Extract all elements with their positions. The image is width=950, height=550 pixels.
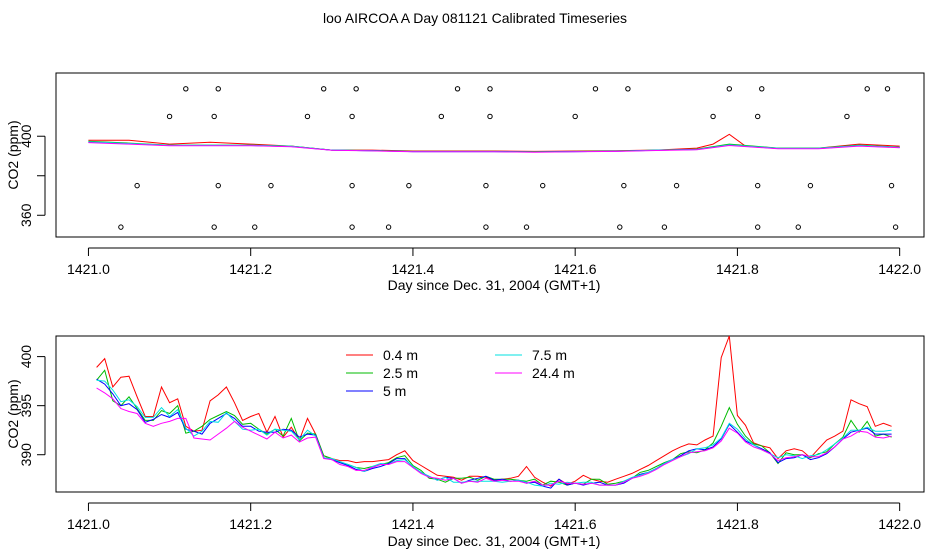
data-marker xyxy=(268,182,274,189)
series-line-4 xyxy=(88,142,900,153)
series-line-3 xyxy=(88,141,900,153)
data-marker xyxy=(888,182,895,189)
bottom-panel: 1421.0 1421.2 1421.4 1421.6 1421.8 1422.0 Day … xyxy=(5,335,925,549)
data-marker xyxy=(884,86,891,92)
data-marker xyxy=(454,86,461,92)
plot-frame xyxy=(55,335,925,493)
x-tick-label: 1421.8 xyxy=(716,261,759,277)
x-tick-label: 1421.0 xyxy=(67,261,110,277)
series-line-0-4-m xyxy=(96,336,892,487)
legend-label: 7.5 m xyxy=(532,347,567,363)
x-tick-label: 1421.2 xyxy=(229,516,272,532)
y-tick-label: 360 xyxy=(18,203,34,227)
x-tick-label: 1421.8 xyxy=(716,516,759,532)
x-tick-label: 1421.6 xyxy=(554,261,597,277)
plot-frame xyxy=(55,72,925,238)
data-marker xyxy=(795,224,801,230)
data-marker xyxy=(349,113,355,120)
series-line-2-5-m xyxy=(96,369,892,486)
data-marker xyxy=(755,224,761,230)
data-marker xyxy=(755,113,761,120)
data-marker xyxy=(572,113,578,120)
data-marker xyxy=(211,224,217,230)
data-marker xyxy=(617,224,623,230)
legend-label: 0.4 m xyxy=(383,347,418,363)
data-marker xyxy=(483,182,489,189)
data-marker xyxy=(183,86,189,92)
data-marker xyxy=(211,113,217,120)
data-marker xyxy=(487,113,493,120)
data-marker xyxy=(592,86,599,92)
legend-label: 24.4 m xyxy=(532,365,575,381)
data-marker xyxy=(673,182,680,189)
data-marker xyxy=(755,182,761,189)
data-marker xyxy=(304,113,311,120)
legend-label: 5 m xyxy=(383,383,406,399)
data-marker xyxy=(438,113,445,120)
x-tick-label: 1421.0 xyxy=(67,516,110,532)
data-marker xyxy=(621,182,627,189)
x-tick-label: 1421.2 xyxy=(229,261,272,277)
data-marker xyxy=(661,224,668,230)
x-tick-label: 1421.4 xyxy=(392,516,435,532)
data-marker xyxy=(807,182,814,189)
data-marker xyxy=(118,224,124,230)
data-marker xyxy=(406,182,412,189)
y-tick-label: 390 xyxy=(18,443,34,467)
data-marker xyxy=(215,86,221,92)
y-tick-label: 395 xyxy=(18,394,34,418)
x-axis-label: Day since Dec. 31, 2004 (GMT+1) xyxy=(388,533,601,549)
data-marker xyxy=(726,86,733,92)
y-axis-label: CO2 (ppm) xyxy=(5,120,21,189)
data-marker xyxy=(540,182,546,189)
data-marker xyxy=(844,113,850,120)
y-tick-label: 400 xyxy=(18,124,34,148)
data-marker xyxy=(487,86,493,92)
x-tick-label: 1421.6 xyxy=(554,516,597,532)
data-marker xyxy=(483,224,489,230)
data-marker xyxy=(892,224,899,230)
data-marker xyxy=(523,224,530,230)
data-marker xyxy=(385,224,392,230)
page-title: loo AIRCOA A Day 081121 Calibrated Times… xyxy=(322,10,627,26)
legend: 0.4 m 2.5 m 5 m 7.5 m 24.4 m xyxy=(346,347,575,399)
y-axis-label: CO2 (ppm) xyxy=(5,379,21,448)
series-line-1 xyxy=(88,140,900,153)
data-marker xyxy=(215,182,221,189)
series-line-24-4-m xyxy=(96,387,892,486)
data-marker xyxy=(166,113,173,120)
data-marker xyxy=(349,182,355,189)
data-marker xyxy=(625,86,631,92)
y-tick-label: 400 xyxy=(18,345,34,369)
data-marker xyxy=(252,224,258,230)
data-marker xyxy=(759,86,765,92)
data-marker xyxy=(710,113,716,120)
marker-group xyxy=(118,86,899,230)
legend-label: 2.5 m xyxy=(383,365,418,381)
x-tick-label: 1421.4 xyxy=(392,261,435,277)
x-tick-label: 1422.0 xyxy=(878,516,921,532)
data-marker xyxy=(134,182,140,189)
data-marker xyxy=(864,86,870,92)
data-marker xyxy=(349,224,355,230)
top-panel: 1421.0 1421.2 1421.4 1421.6 1421.8 1422.0 Day … xyxy=(5,72,925,293)
data-marker xyxy=(321,86,327,92)
series-group xyxy=(88,133,900,153)
series-group xyxy=(96,336,892,489)
data-marker xyxy=(353,86,359,92)
series-line-5-m xyxy=(96,378,892,489)
x-tick-label: 1422.0 xyxy=(878,261,921,277)
x-axis-label: Day since Dec. 31, 2004 (GMT+1) xyxy=(388,277,601,293)
